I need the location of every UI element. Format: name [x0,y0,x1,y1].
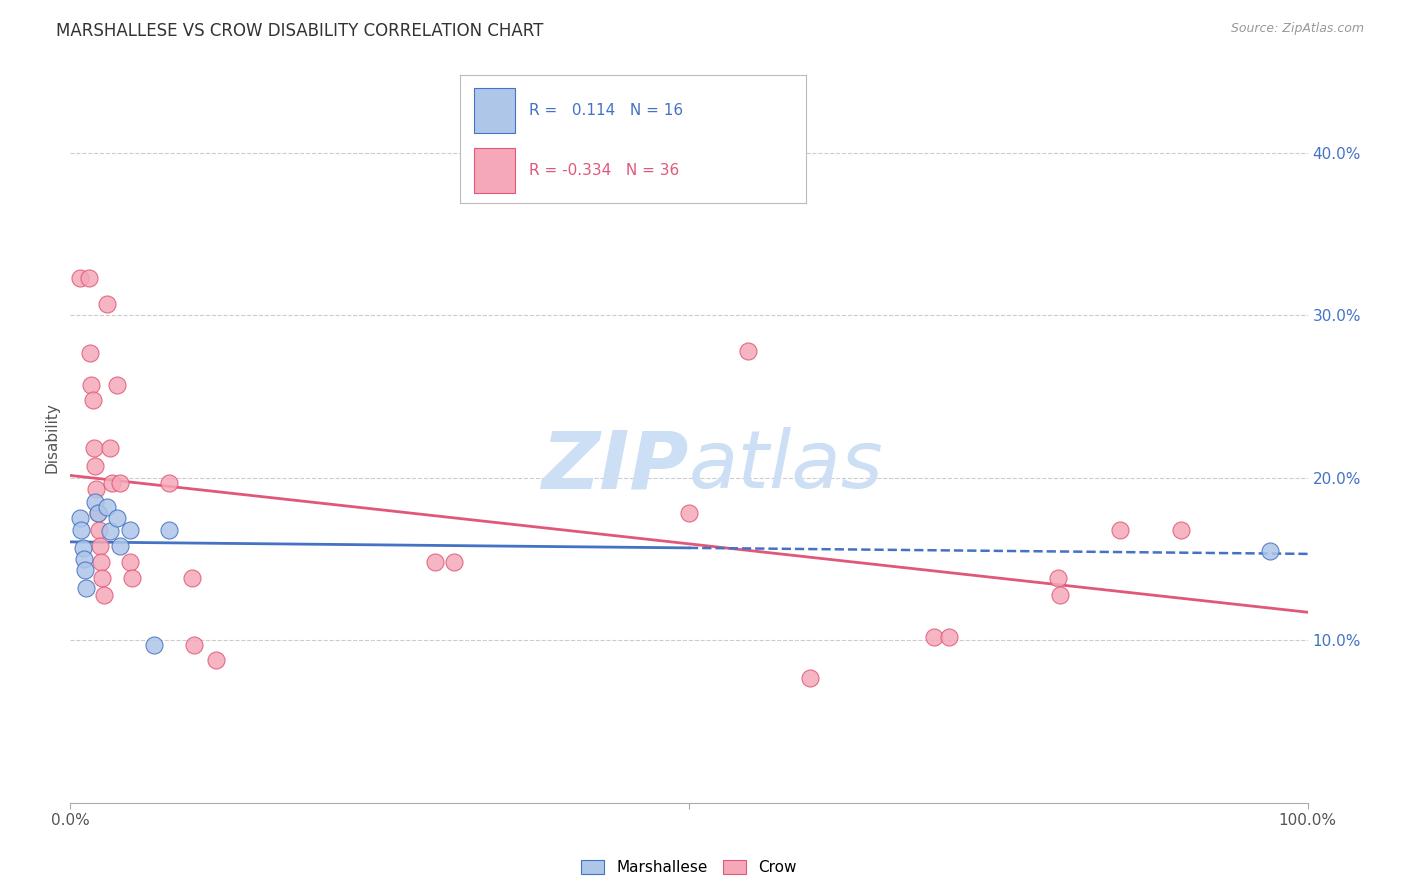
Point [105,378,128,392]
Point [678,507,700,521]
Point [1170,523,1192,537]
Text: Source: ZipAtlas.com: Source: ZipAtlas.com [1230,22,1364,36]
Point [108,475,131,490]
Point [84,459,107,474]
Point [938,630,960,644]
Point [83,442,105,456]
Point [72,541,94,555]
Point [443,555,465,569]
Point [922,630,945,644]
Point [75,581,97,595]
Point [118,523,141,537]
Legend: Marshallese, Crow: Marshallese, Crow [574,853,804,883]
Point [143,638,166,652]
Point [86,507,108,521]
Text: MARSHALLESE VS CROW DISABILITY CORRELATION CHART: MARSHALLESE VS CROW DISABILITY CORRELATI… [56,22,544,40]
Point [93,588,115,602]
Point [69,511,91,525]
Point [1108,523,1130,537]
Point [180,572,202,586]
Point [101,475,124,490]
Point [1260,544,1282,558]
Point [98,442,121,456]
Point [80,378,103,392]
Y-axis label: Disability: Disability [44,401,59,473]
Point [737,343,759,358]
Point [1046,572,1069,586]
Point [75,563,97,577]
Point [73,552,96,566]
Point [90,555,112,569]
Point [121,572,143,586]
Point [98,524,121,539]
Point [86,507,108,521]
Point [205,653,228,667]
Point [89,539,111,553]
Point [77,270,100,285]
Point [425,555,447,569]
Point [84,482,107,496]
Point [799,671,821,685]
Point [79,345,101,359]
Point [82,392,104,407]
Point [1049,588,1071,602]
Point [105,511,128,525]
Point [91,572,114,586]
Point [70,523,93,537]
Point [96,297,118,311]
Text: ZIP: ZIP [541,427,689,506]
Text: atlas: atlas [689,427,884,506]
Point [157,475,180,490]
Point [96,500,118,514]
Point [108,539,131,553]
Point [69,270,91,285]
Point [183,638,205,652]
Point [87,523,110,537]
Point [157,523,180,537]
Point [84,495,107,509]
Point [118,555,141,569]
